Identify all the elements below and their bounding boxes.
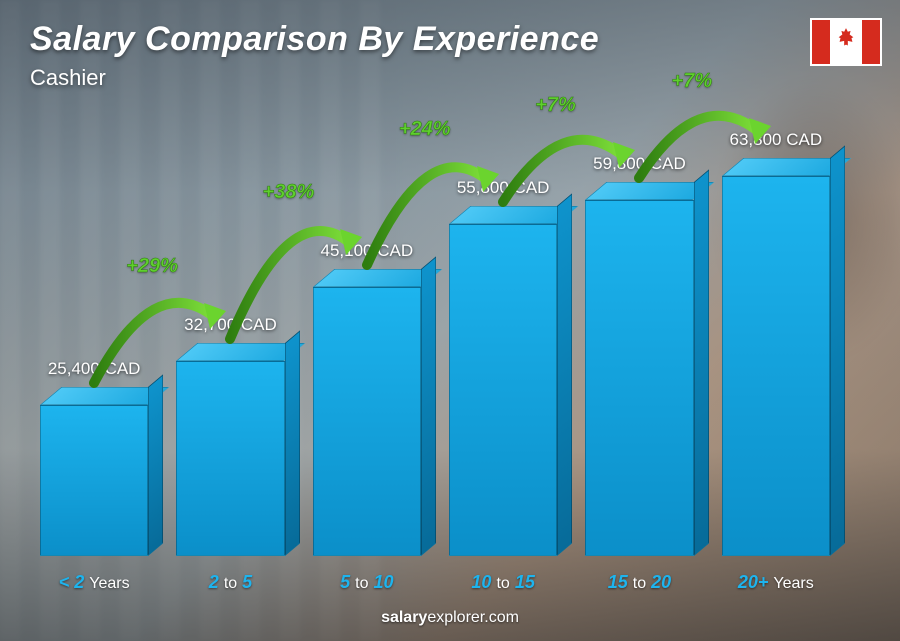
bar-slot: 63,800 CAD [722,110,830,556]
x-axis-labels: < 2 Years 2 to 5 5 to 10 10 to 15 15 to 20 20… [30,572,840,593]
bar-side-face [694,169,709,556]
bar-front-face [313,287,421,556]
bar-value-label: 55,800 CAD [457,178,550,198]
increase-label: +29% [126,255,178,278]
bars-container: 25,400 CAD 32,700 CAD 45,100 CAD 55,800 CAD… [30,110,840,556]
bar-side-face [421,256,436,556]
bar [40,405,148,556]
bar-value-label: 25,400 CAD [48,359,141,379]
flag-center [830,20,862,64]
bar [722,176,830,556]
bar-slot: 55,800 CAD [449,110,557,556]
footer-brand: salaryexplorer.com [0,609,900,627]
increase-label: +7% [672,70,713,93]
footer-brand-bold: salary [381,609,427,626]
x-axis-label: 15 to 20 [585,572,693,593]
bar-front-face [585,200,693,556]
page-title: Salary Comparison By Experience [30,20,599,59]
bar-value-label: 59,800 CAD [593,154,686,174]
bar-value-label: 63,800 CAD [729,130,822,150]
bar [449,224,557,556]
footer-brand-rest: explorer.com [427,609,519,626]
x-axis-label: 2 to 5 [176,572,284,593]
bar-slot: 45,100 CAD [313,110,421,556]
salary-bar-chart: 25,400 CAD 32,700 CAD 45,100 CAD 55,800 CAD… [30,110,840,556]
bar-slot: 25,400 CAD [40,110,148,556]
bar-slot: 32,700 CAD [176,110,284,556]
bar-side-face [557,193,572,556]
bar-slot: 59,800 CAD [585,110,693,556]
x-axis-label: 5 to 10 [313,572,421,593]
bar-side-face [148,374,163,556]
country-flag-canada [810,18,882,66]
x-axis-label: 10 to 15 [449,572,557,593]
bar-front-face [449,224,557,556]
bar-front-face [722,176,830,556]
bar-front-face [40,405,148,556]
increase-label: +24% [399,118,451,141]
bar-side-face [285,330,300,556]
bar-side-face [830,145,845,556]
bar [585,200,693,556]
flag-stripe-left [812,20,830,64]
bar-front-face [176,361,284,556]
bar [176,361,284,556]
bar [313,287,421,556]
bar-value-label: 32,700 CAD [184,315,277,335]
increase-label: +38% [263,181,315,204]
bar-value-label: 45,100 CAD [321,241,414,261]
flag-stripe-right [862,20,880,64]
x-axis-label: < 2 Years [40,572,148,593]
x-axis-label: 20+ Years [722,572,830,593]
maple-leaf-icon [835,28,857,56]
page-subtitle: Cashier [30,65,599,91]
increase-label: +7% [535,94,576,117]
header: Salary Comparison By Experience Cashier [30,20,599,91]
